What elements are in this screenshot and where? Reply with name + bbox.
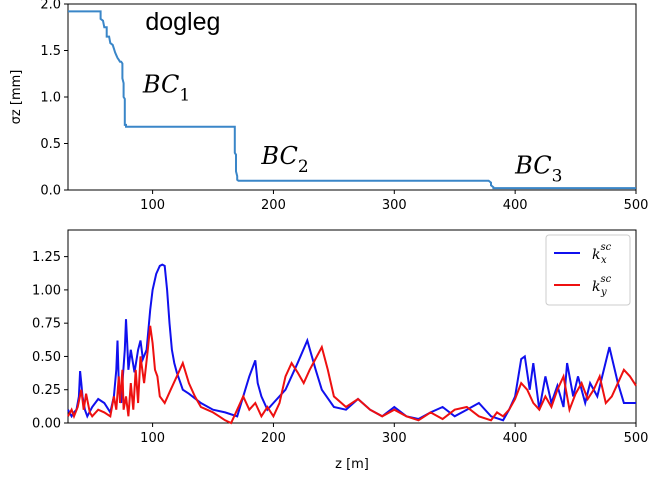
legend-entry-superscript: sc	[600, 274, 611, 285]
bc-annotation-subscript: 3	[552, 166, 563, 186]
bottom-y-tick-label: 1.25	[32, 250, 61, 265]
top-y-tick-label: 1.5	[40, 44, 61, 59]
bottom-plot-frame	[67, 229, 637, 424]
ky-sc-line	[67, 325, 637, 425]
bottom-x-tick-label: 400	[503, 431, 528, 446]
top-x-tick-label: 400	[503, 198, 528, 213]
top-y-tick-label: 0.0	[40, 184, 61, 199]
bottom-y-tick-label: 0.00	[32, 417, 61, 432]
top-y-tick-label: 0.5	[40, 137, 61, 152]
bc-annotation-base: BC	[142, 70, 179, 98]
bottom-y-tick-label: 0.50	[32, 350, 61, 365]
top-y-tick-label: 2.0	[40, 0, 61, 13]
top-x-tick-label: 500	[624, 198, 649, 213]
legend-entry-subscript: x	[601, 255, 607, 266]
top-y-ticks: 0.0 0.5 1.0 1.5 2.0	[40, 0, 68, 199]
top-x-tick-label: 200	[261, 198, 286, 213]
bc-annotation: BC2	[260, 142, 308, 177]
legend-entry-superscript: sc	[600, 242, 611, 253]
top-x-tick-label: 300	[382, 198, 407, 213]
bottom-y-tick-label: 0.25	[32, 383, 61, 398]
bottom-x-tick-label: 300	[382, 431, 407, 446]
top-y-tick-label: 1.0	[40, 91, 61, 106]
legend-entry-subscript: y	[600, 287, 607, 298]
kx-sc-line	[67, 263, 636, 422]
legend-entry: ksc y	[592, 274, 612, 298]
bottom-y-tick-label: 0.75	[32, 317, 61, 332]
dogleg-annotation: dogleg	[145, 8, 220, 36]
legend-entry-base: k	[592, 279, 600, 295]
bottom-x-tick-label: 500	[624, 431, 649, 446]
legend-entry: ksc x	[592, 242, 612, 266]
bottom-y-ticks: 0.00 0.25 0.50 0.75 1.00 1.25	[32, 250, 68, 432]
legend-box	[545, 234, 631, 306]
sigma-z-line	[68, 10, 636, 190]
top-x-tick-label: 100	[140, 198, 165, 213]
bc-annotation: BC1	[142, 70, 190, 105]
bc-annotation-subscript: 2	[298, 157, 309, 177]
bottom-x-ticks: 100 200 300 400 500	[140, 423, 648, 446]
legend-entry-base: k	[592, 247, 600, 263]
bc-annotation-base: BC	[514, 151, 551, 179]
top-x-ticks: 100 200 300 400 500	[140, 190, 648, 213]
bottom-y-tick-label: 1.00	[32, 283, 61, 298]
bc-annotation-subscript: 1	[179, 85, 190, 105]
bottom-x-axis-label: z [m]	[335, 457, 369, 472]
bc-annotation: BC3	[514, 151, 562, 186]
bottom-x-tick-label: 100	[140, 431, 165, 446]
bottom-x-tick-label: 200	[261, 431, 286, 446]
top-y-axis-label: σz [mm]	[9, 70, 24, 125]
sigma-z-panel: 100 200 300 400 500 0.00.51.01.52.0 σz [mm] …	[9, 0, 648, 213]
bc-annotation-base: BC	[260, 142, 297, 170]
k-sc-panel: 100 200 300 400 500 0.00 0.25 0.50 0.75 1.00 1.25…	[32, 229, 648, 472]
